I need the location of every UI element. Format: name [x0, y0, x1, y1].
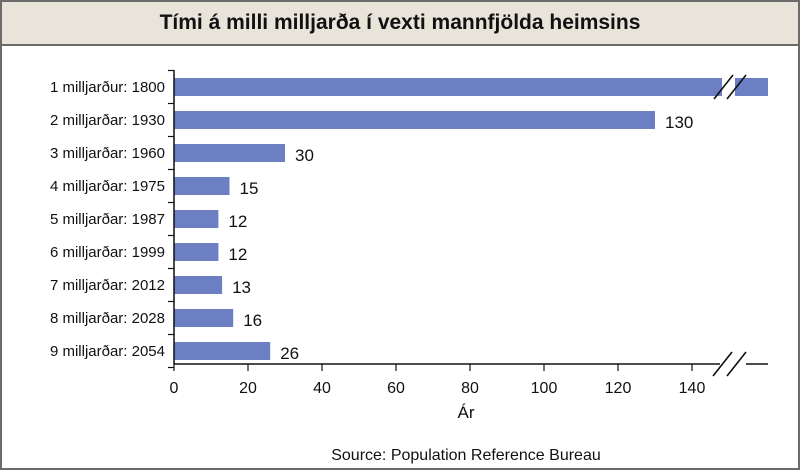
- bar-3: [174, 144, 285, 162]
- category-label-2: 2 milljarðar: 1930: [50, 112, 165, 129]
- source-note: Source: Population Reference Bureau: [331, 447, 601, 464]
- x-tick-label-20: 20: [239, 380, 257, 397]
- chart-title: Tími á milli milljarða í vexti mannfjöld…: [159, 11, 641, 34]
- bar-5: [174, 210, 219, 228]
- x-tick-label-140: 140: [679, 380, 706, 397]
- axis-break-slash-2: [726, 351, 747, 377]
- category-label-7: 7 milljarðar: 2012: [50, 277, 165, 294]
- x-tick-label-100: 100: [531, 380, 558, 397]
- category-label-4: 4 milljarðar: 1975: [50, 178, 165, 195]
- value-label-6: 12: [228, 245, 247, 264]
- x-tick-label-60: 60: [387, 380, 405, 397]
- category-label-3: 3 milljarðar: 1960: [50, 145, 165, 162]
- bar-break-slash-2: [726, 74, 747, 100]
- bar-break-slash-1: [713, 74, 734, 100]
- value-label-2: 130: [665, 113, 693, 132]
- category-label-9: 9 milljarðar: 2054: [50, 343, 165, 360]
- bar-7: [174, 276, 223, 294]
- bar-1: [174, 78, 768, 96]
- value-label-9: 26: [280, 344, 299, 363]
- value-label-3: 30: [295, 146, 314, 165]
- value-label-4: 15: [240, 179, 259, 198]
- bars-group: [174, 78, 768, 360]
- bar-6: [174, 243, 219, 261]
- category-label-1: 1 milljarður: 1800: [50, 79, 165, 96]
- category-label-5: 5 milljarðar: 1987: [50, 211, 165, 228]
- bar-4: [174, 177, 230, 195]
- axis-break-slash-1: [712, 351, 733, 377]
- category-labels-group: 1 milljarður: 1800 2 milljarðar: 1930 3 mi…: [50, 79, 165, 360]
- bar-2: [174, 111, 655, 129]
- bar-8: [174, 309, 234, 327]
- x-axis-title: Ár: [458, 403, 475, 422]
- x-tick-label-80: 80: [461, 380, 479, 397]
- value-label-5: 12: [228, 212, 247, 231]
- axes-group: [173, 70, 768, 377]
- value-labels-group: 130 30 15 12 12 13 16 26: [228, 113, 693, 363]
- category-label-8: 8 milljarðar: 2028: [50, 310, 165, 327]
- x-tick-label-120: 120: [605, 380, 632, 397]
- title-bar: Tími á milli milljarða í vexti mannfjöld…: [2, 2, 798, 46]
- x-tick-label-40: 40: [313, 380, 331, 397]
- x-tick-label-0: 0: [170, 380, 179, 397]
- bar-9: [174, 342, 271, 360]
- value-label-7: 13: [232, 278, 251, 297]
- value-label-8: 16: [243, 311, 262, 330]
- category-label-6: 6 milljarðar: 1999: [50, 244, 165, 261]
- ticks-group: 0 20 40 60 80 100 120 140: [168, 69, 706, 397]
